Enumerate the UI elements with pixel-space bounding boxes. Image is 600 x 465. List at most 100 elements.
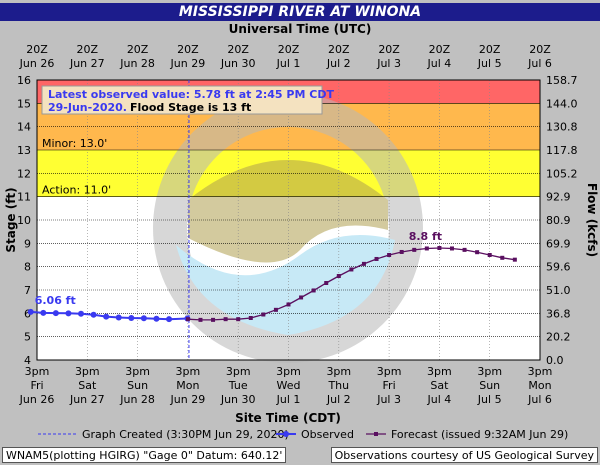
- bottom-tick-label: Tue: [228, 379, 248, 392]
- bottom-tick-label: Fri: [383, 379, 396, 392]
- bottom-tick-label: 3pm: [125, 365, 150, 378]
- observed-point: [128, 315, 135, 321]
- bottom-tick-label: Jun 27: [69, 393, 105, 406]
- flow-tick-label: 0.0: [546, 354, 564, 367]
- top-tick-label: 20Z: [529, 43, 551, 56]
- forecast-point: [399, 249, 404, 254]
- flow-tick-label: 130.8: [546, 121, 578, 134]
- observed-point: [103, 313, 110, 320]
- bottom-tick-label: Jun 26: [19, 393, 55, 406]
- flow-tick-label: 69.9: [546, 237, 571, 250]
- right-axis-title: Flow (kcfs): [585, 183, 599, 257]
- bottom-tick-label: Jun 29: [170, 393, 206, 406]
- bottom-tick-label: 3pm: [226, 365, 251, 378]
- forecast-point: [324, 281, 329, 285]
- top-tick-label: Jul 2: [326, 57, 351, 70]
- noaa-lower: [176, 235, 395, 335]
- left-axis-title: Stage (ft): [4, 187, 18, 252]
- flow-tick-label: 20.2: [546, 331, 571, 344]
- bottom-tick-label: Sat: [430, 379, 449, 392]
- legend-forecast-label: Forecast (issued 9:32AM Jun 29): [391, 428, 568, 441]
- top-tick-label: Jun 28: [119, 57, 155, 70]
- top-tick-label: Jun 27: [69, 57, 105, 70]
- bottom-axis-title: Site Time (CDT): [235, 411, 341, 425]
- observed-point: [27, 308, 34, 315]
- top-tick-label: 20Z: [26, 43, 48, 56]
- forecast-point: [361, 261, 366, 266]
- top-tick-label: Jul 4: [427, 57, 452, 70]
- forecast-point: [311, 288, 316, 293]
- chart-title: MISSISSIPPI RIVER AT WINONA: [0, 3, 600, 21]
- legend-observed-label: Observed: [301, 428, 354, 441]
- observed-point: [78, 310, 85, 317]
- top-tick-label: 20Z: [77, 43, 99, 56]
- forecast-point: [437, 246, 442, 250]
- observed-point: [140, 315, 147, 322]
- bottom-tick-label: 3pm: [75, 365, 100, 378]
- bottom-tick-label: Mon: [528, 379, 551, 392]
- observed-point: [40, 309, 47, 316]
- observed-point: [166, 316, 173, 323]
- flow-tick-label: 80.9: [546, 214, 571, 227]
- top-tick-label: 20Z: [127, 43, 149, 56]
- bottom-tick-label: Jul 5: [477, 393, 502, 406]
- flow-tick-label: 51.0: [546, 284, 571, 297]
- bottom-tick-label: Jul 3: [376, 393, 401, 406]
- flow-tick-label: 36.8: [546, 307, 571, 320]
- y-tick-label: 11: [17, 191, 31, 204]
- observed-point: [90, 311, 97, 318]
- bottom-tick-label: 3pm: [25, 365, 50, 378]
- latest-box-line1: Latest observed value: 5.78 ft at 2:45 P…: [48, 88, 334, 101]
- forecast-point: [449, 246, 454, 251]
- top-tick-label: 20Z: [278, 43, 300, 56]
- forecast-point: [512, 257, 517, 262]
- forecast-point: [248, 316, 253, 320]
- plot-border: [36, 79, 541, 361]
- latest-box: [41, 85, 323, 115]
- footer-datum: WNAM5(plotting HGIRG) "Gage 0" Datum: 64…: [2, 447, 287, 463]
- bottom-tick-label: Jul 2: [326, 393, 351, 406]
- bottom-tick-label: 3pm: [276, 365, 301, 378]
- top-tick-label: Jun 26: [19, 57, 55, 70]
- latest-box-flood-stage: Flood Stage is 13 ft: [130, 101, 251, 114]
- top-tick-label: 20Z: [429, 43, 451, 56]
- bottom-tick-label: Jun 30: [220, 393, 256, 406]
- forecast-point: [236, 317, 241, 322]
- top-tick-label: Jun 29: [170, 57, 206, 70]
- latest-box-date: 29-Jun-2020.: [48, 101, 127, 114]
- forecast-point: [412, 247, 417, 252]
- bottom-tick-label: Fri: [30, 379, 43, 392]
- forecast-point: [286, 302, 291, 307]
- y-tick-label: 9: [24, 237, 31, 250]
- legend-observed-marker: [283, 431, 289, 437]
- top-tick-label: 20Z: [328, 43, 350, 56]
- bottom-tick-label: Wed: [277, 379, 301, 392]
- forecast-peak-label: 8.8 ft: [409, 230, 442, 243]
- flow-tick-label: 117.8: [546, 144, 578, 157]
- bottom-tick-label: Sun: [127, 379, 148, 392]
- top-tick-label: Jul 1: [276, 57, 301, 70]
- footer-source: Observations courtesy of US Geological S…: [330, 447, 598, 463]
- top-tick-label: 20Z: [479, 43, 501, 56]
- forecast-point: [261, 312, 266, 317]
- bottom-tick-label: 3pm: [377, 365, 402, 378]
- y-tick-label: 10: [17, 214, 31, 227]
- bottom-tick-label: 3pm: [176, 365, 201, 378]
- observed-point: [153, 315, 160, 322]
- forecast-point: [500, 255, 505, 260]
- legend-forecast-marker: [374, 432, 378, 436]
- forecast-point: [273, 307, 278, 312]
- top-tick-label: Jul 5: [477, 57, 502, 70]
- bottom-tick-label: Jul 4: [427, 393, 452, 406]
- observed-start-label: 6.06 ft: [35, 294, 76, 307]
- forecast-point: [374, 256, 379, 261]
- y-tick-label: 7: [24, 284, 31, 297]
- top-tick-label: 20Z: [227, 43, 249, 56]
- forecast-point: [198, 317, 203, 322]
- y-tick-label: 12: [17, 167, 31, 180]
- y-tick-label: 16: [17, 74, 31, 87]
- flood-band-label: Minor: 13.0': [42, 137, 107, 150]
- observed-point: [52, 310, 59, 317]
- forecast-point: [336, 274, 341, 278]
